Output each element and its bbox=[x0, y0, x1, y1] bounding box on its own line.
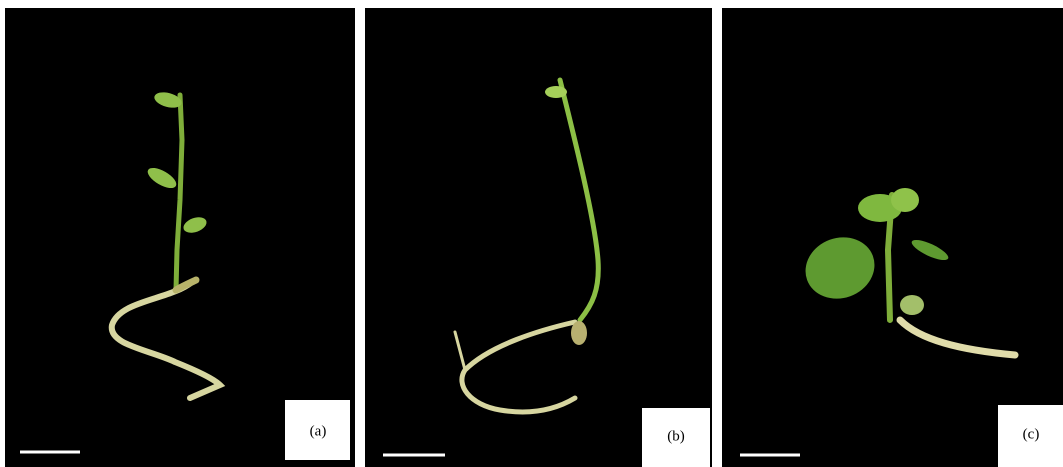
panel-label: (a) bbox=[310, 423, 327, 439]
figure: (a) (b) (c) bbox=[0, 0, 1063, 467]
seed bbox=[571, 321, 587, 345]
panel-c: (c) bbox=[722, 8, 1063, 467]
photo-background bbox=[365, 8, 712, 467]
panel-label: (c) bbox=[1023, 426, 1040, 442]
photo-background bbox=[722, 8, 1063, 467]
leaf bbox=[545, 86, 567, 98]
panel-b: (b) bbox=[365, 8, 712, 467]
panel-label: (b) bbox=[667, 428, 685, 444]
panel-a: (a) bbox=[5, 8, 355, 467]
